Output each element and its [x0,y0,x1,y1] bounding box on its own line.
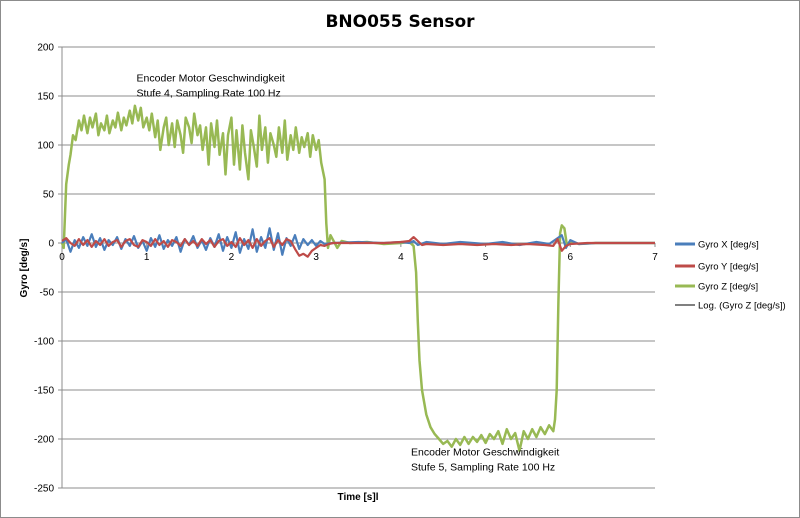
legend-label: Gyro Y [deg/s] [698,262,758,273]
y-tick-label: 100 [37,141,54,152]
x-tick-label: 1 [144,252,150,263]
legend: Gyro X [deg/s] Gyro Y [deg/s] Gyro Z [deg/… [675,240,786,312]
plot-area [60,104,655,453]
series-line-gyro-y-deg-s [61,236,655,258]
annotation-text: Encoder Motor Geschwindigkeit [137,72,285,84]
y-tick-label: 0 [48,239,54,250]
x-tick-label: 4 [398,252,404,263]
x-tick-label: 2 [229,252,235,263]
x-tick-label: 7 [652,252,658,263]
x-axis-label: Time [s]l [338,492,379,503]
y-tick-label: 50 [43,190,55,201]
x-tick-label: 0 [59,252,65,263]
legend-label: Gyro X [deg/s] [698,240,759,251]
x-tick-label: 5 [483,252,489,263]
y-tick-label: -200 [34,435,54,446]
y-tick-label: -150 [34,386,54,397]
annotation-text: Stufe 4, Sampling Rate 100 Hz [137,87,281,99]
y-tick-label: 150 [37,92,54,103]
chart-title: BNO055 Sensor [325,12,475,32]
y-tick-label: 200 [37,43,54,54]
y-tick-label: -100 [34,337,54,348]
y-tick-label: -250 [34,484,54,495]
legend-label: Gyro Z [deg/s] [698,282,758,293]
legend-label: Log. (Gyro Z [deg/s]) [698,301,786,312]
x-tick-label: 6 [568,252,574,263]
series-line-gyro-z-deg-s [60,104,655,453]
y-axis-label: Gyro [deg/s] [19,239,30,298]
annotation-text: Encoder Motor Geschwindigkeit [411,447,559,459]
axes: 200 150 100 50 0 -50 -100 -150 -200 -250 0 1 2 3 4 5 6 7 [34,43,658,495]
y-tick-label: -50 [40,288,55,299]
x-tick-label: 3 [313,252,319,263]
annotations: Encoder Motor Geschwindigkeit Stufe 4, Sa… [137,72,560,473]
annotation-text: Stufe 5, Sampling Rate 100 Hz [411,462,555,474]
